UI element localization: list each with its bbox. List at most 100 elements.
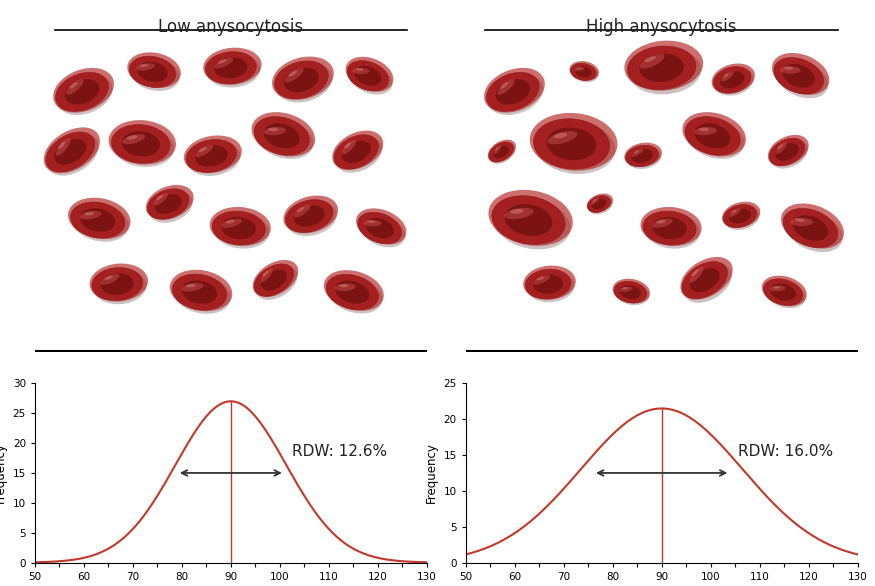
Ellipse shape <box>652 217 687 239</box>
Ellipse shape <box>724 206 760 230</box>
Ellipse shape <box>612 279 650 304</box>
Ellipse shape <box>484 68 545 113</box>
Ellipse shape <box>570 63 596 80</box>
Ellipse shape <box>80 208 116 231</box>
Ellipse shape <box>186 139 236 172</box>
Ellipse shape <box>334 284 356 291</box>
Ellipse shape <box>285 68 304 82</box>
Ellipse shape <box>71 202 125 238</box>
Ellipse shape <box>686 118 745 159</box>
Ellipse shape <box>69 82 78 88</box>
Ellipse shape <box>644 213 700 248</box>
Ellipse shape <box>195 145 228 166</box>
Ellipse shape <box>714 68 754 96</box>
Ellipse shape <box>774 57 823 94</box>
Ellipse shape <box>534 119 610 169</box>
Ellipse shape <box>525 269 571 299</box>
Ellipse shape <box>289 70 298 76</box>
Ellipse shape <box>356 209 406 244</box>
Ellipse shape <box>769 138 805 166</box>
Ellipse shape <box>130 58 179 91</box>
Ellipse shape <box>632 149 643 156</box>
Ellipse shape <box>626 146 662 169</box>
Ellipse shape <box>363 220 382 226</box>
Ellipse shape <box>210 207 270 246</box>
Ellipse shape <box>699 128 709 131</box>
Ellipse shape <box>261 270 287 291</box>
Ellipse shape <box>184 135 242 173</box>
Ellipse shape <box>682 261 727 299</box>
Ellipse shape <box>533 274 563 294</box>
Ellipse shape <box>174 276 231 314</box>
Ellipse shape <box>335 281 369 304</box>
Ellipse shape <box>793 215 829 241</box>
Ellipse shape <box>276 63 332 103</box>
Ellipse shape <box>218 59 227 64</box>
Ellipse shape <box>765 280 806 308</box>
Ellipse shape <box>534 275 550 285</box>
Ellipse shape <box>685 117 740 155</box>
Ellipse shape <box>571 64 598 82</box>
Ellipse shape <box>89 264 148 301</box>
Ellipse shape <box>108 120 176 165</box>
Ellipse shape <box>327 277 382 314</box>
Ellipse shape <box>206 52 256 84</box>
Ellipse shape <box>721 71 734 81</box>
Ellipse shape <box>640 207 702 246</box>
Ellipse shape <box>261 268 273 282</box>
Ellipse shape <box>487 72 539 111</box>
Ellipse shape <box>644 56 656 62</box>
Ellipse shape <box>780 66 801 74</box>
Ellipse shape <box>297 207 304 212</box>
Ellipse shape <box>694 127 717 135</box>
Ellipse shape <box>764 279 802 305</box>
Ellipse shape <box>154 193 168 205</box>
Ellipse shape <box>626 145 659 166</box>
Ellipse shape <box>640 54 684 82</box>
Ellipse shape <box>294 205 325 227</box>
Ellipse shape <box>214 213 270 248</box>
Ellipse shape <box>254 117 310 155</box>
Ellipse shape <box>790 218 813 226</box>
Ellipse shape <box>773 286 780 288</box>
Ellipse shape <box>493 198 570 250</box>
Ellipse shape <box>493 145 501 154</box>
Ellipse shape <box>101 274 120 285</box>
Ellipse shape <box>592 199 606 209</box>
Ellipse shape <box>206 54 260 87</box>
Ellipse shape <box>776 60 829 98</box>
Ellipse shape <box>226 220 234 223</box>
Ellipse shape <box>68 197 130 239</box>
Ellipse shape <box>285 200 333 233</box>
Ellipse shape <box>367 220 375 223</box>
Ellipse shape <box>324 270 384 311</box>
Ellipse shape <box>140 64 148 67</box>
Ellipse shape <box>770 284 795 301</box>
Ellipse shape <box>500 82 508 88</box>
Ellipse shape <box>588 196 611 212</box>
Ellipse shape <box>56 138 71 156</box>
Ellipse shape <box>157 195 163 200</box>
Ellipse shape <box>44 127 100 173</box>
Ellipse shape <box>354 66 382 86</box>
Ellipse shape <box>65 79 99 104</box>
Ellipse shape <box>625 40 704 91</box>
Ellipse shape <box>782 64 815 88</box>
Ellipse shape <box>58 142 66 149</box>
Ellipse shape <box>251 112 315 156</box>
Ellipse shape <box>263 123 300 148</box>
Ellipse shape <box>212 211 265 245</box>
Ellipse shape <box>263 127 286 135</box>
Ellipse shape <box>272 56 333 100</box>
Ellipse shape <box>730 208 741 217</box>
Ellipse shape <box>575 66 592 77</box>
Ellipse shape <box>253 260 298 297</box>
Ellipse shape <box>84 212 94 216</box>
Ellipse shape <box>80 211 102 220</box>
Ellipse shape <box>713 67 751 93</box>
Text: RDW: 16.0%: RDW: 16.0% <box>738 444 833 459</box>
Ellipse shape <box>794 218 805 222</box>
Ellipse shape <box>353 68 369 74</box>
Ellipse shape <box>347 60 388 91</box>
Ellipse shape <box>785 211 843 252</box>
